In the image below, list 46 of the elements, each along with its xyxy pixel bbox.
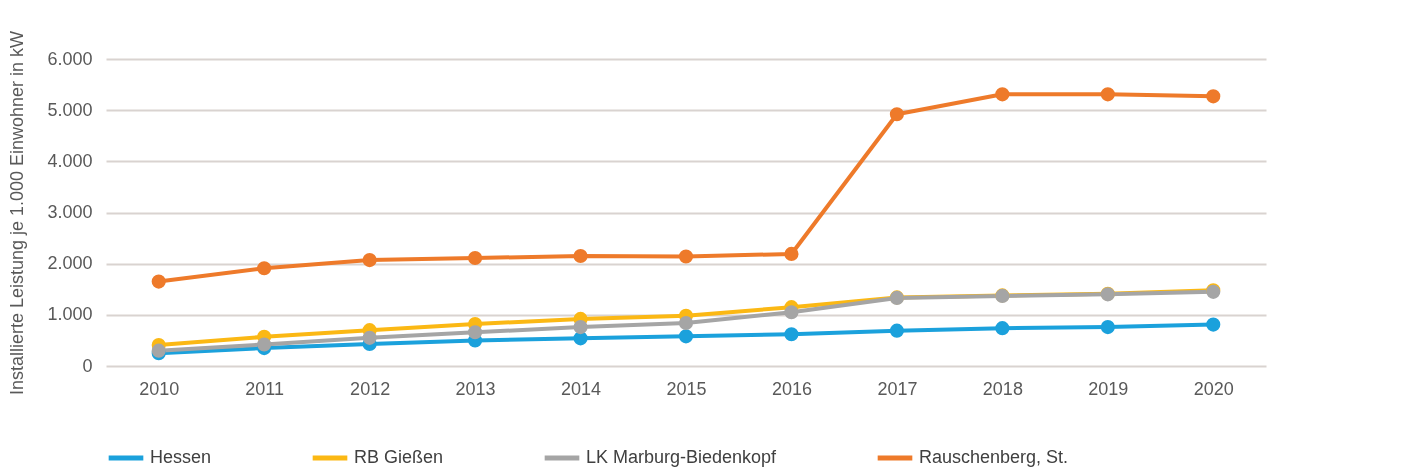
y-axis-title: Installierte Leistung je 1.000 Einwohner in kW bbox=[7, 30, 28, 396]
x-tick-label: 2012 bbox=[350, 378, 391, 399]
point bbox=[995, 321, 1010, 336]
x-tick-label: 2011 bbox=[245, 378, 285, 399]
point bbox=[784, 327, 799, 342]
legend-label: Rauschenberg, St. bbox=[919, 447, 1069, 467]
point bbox=[1100, 320, 1115, 335]
point bbox=[573, 320, 588, 335]
point bbox=[889, 323, 904, 338]
x-tick-label: 2020 bbox=[1193, 378, 1234, 399]
legend-label: LK Marburg-Biedenkopf bbox=[586, 447, 778, 467]
point bbox=[1206, 89, 1221, 104]
y-tick-label: 5.000 bbox=[47, 99, 93, 120]
y-tick-label: 3.000 bbox=[47, 202, 93, 222]
x-tick-label: 2016 bbox=[771, 378, 812, 399]
y-tick-label: 4.000 bbox=[47, 150, 93, 171]
legend-label: Hessen bbox=[150, 447, 212, 467]
legend-label: RB Gießen bbox=[354, 447, 444, 467]
x-tick-label: 2018 bbox=[982, 378, 1023, 399]
point bbox=[784, 305, 799, 320]
x-tick-label: 2014 bbox=[561, 378, 602, 399]
point bbox=[678, 329, 694, 344]
point bbox=[362, 330, 377, 345]
point bbox=[257, 261, 272, 276]
y-tick-label: 6.000 bbox=[47, 48, 93, 69]
y-tick-label: 2.000 bbox=[47, 253, 93, 274]
y-tick-label: 1.000 bbox=[47, 304, 93, 325]
point bbox=[468, 250, 483, 266]
x-tick-label: 2010 bbox=[139, 378, 180, 399]
point bbox=[468, 325, 483, 340]
x-tick-label: 2015 bbox=[666, 378, 707, 399]
point bbox=[1100, 87, 1115, 102]
point bbox=[889, 107, 904, 122]
point bbox=[257, 337, 272, 352]
point bbox=[784, 246, 799, 261]
point bbox=[678, 249, 694, 264]
point bbox=[995, 87, 1010, 102]
point bbox=[573, 248, 588, 264]
y-tick-label: 0 bbox=[82, 355, 93, 376]
point bbox=[362, 253, 377, 268]
point bbox=[678, 315, 694, 331]
x-tick-label: 2019 bbox=[1088, 378, 1129, 399]
x-tick-label: 2013 bbox=[455, 378, 496, 399]
point bbox=[151, 274, 166, 289]
x-tick-label: 2017 bbox=[877, 378, 918, 399]
point bbox=[1206, 317, 1221, 332]
